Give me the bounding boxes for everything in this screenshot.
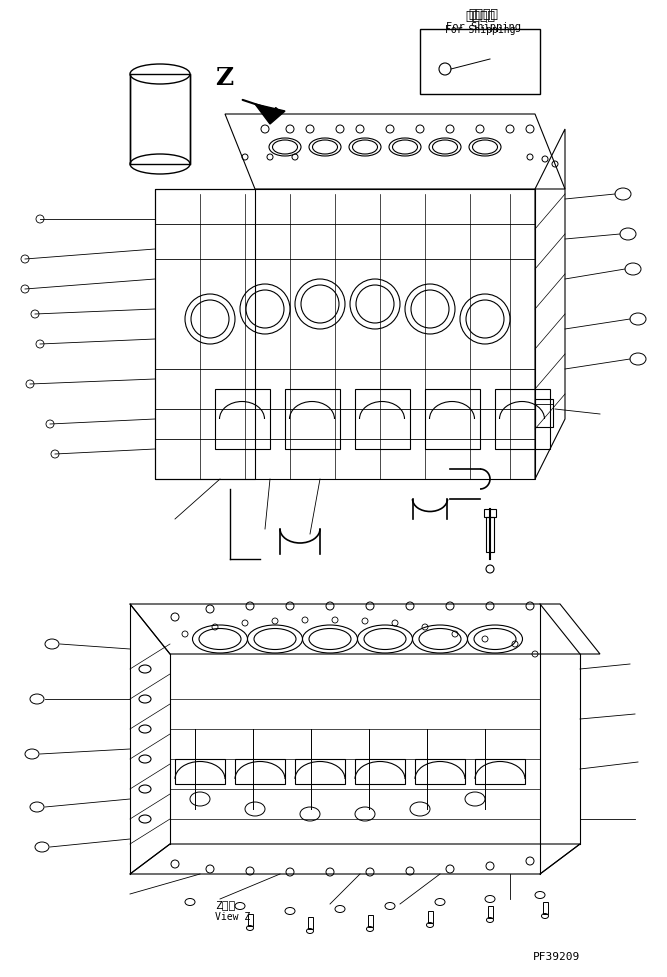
Bar: [486, 518, 494, 552]
Bar: [295, 759, 345, 785]
Bar: [543, 902, 548, 914]
Text: Z　視: Z 視: [215, 899, 235, 909]
Bar: [355, 390, 410, 449]
Text: 運携部品: 運携部品: [465, 10, 495, 23]
Bar: [130, 75, 190, 165]
Bar: [415, 759, 465, 785]
Bar: [355, 759, 405, 785]
Bar: [215, 390, 270, 449]
Bar: [248, 914, 253, 926]
Bar: [368, 915, 373, 927]
Text: Z: Z: [215, 65, 233, 90]
Text: For Shipping: For Shipping: [446, 21, 520, 32]
Bar: [420, 30, 540, 95]
Bar: [475, 759, 525, 785]
Polygon shape: [255, 105, 285, 125]
Bar: [488, 906, 493, 918]
Bar: [428, 912, 433, 923]
Bar: [235, 759, 285, 785]
Bar: [285, 390, 340, 449]
Bar: [484, 509, 496, 518]
Bar: [308, 917, 313, 929]
Bar: [535, 400, 553, 428]
Bar: [495, 390, 550, 449]
Bar: [425, 390, 480, 449]
Text: View Z: View Z: [215, 912, 250, 921]
Bar: [175, 759, 225, 785]
Text: PF39209: PF39209: [533, 951, 580, 961]
Text: For Shipping: For Shipping: [445, 25, 515, 35]
Text: 運携部品: 運携部品: [468, 8, 498, 21]
